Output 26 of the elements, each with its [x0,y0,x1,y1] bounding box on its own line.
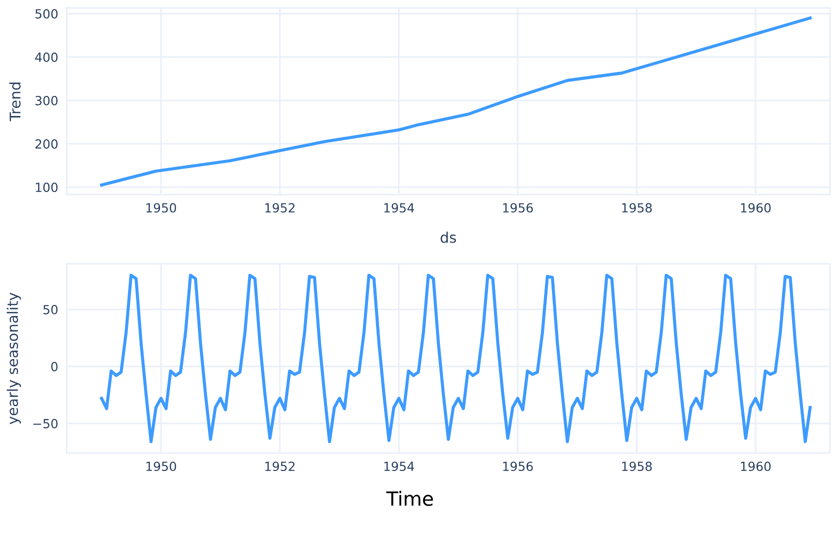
x-tick-label: 1958 [622,203,652,213]
x-tick-label: 1958 [622,462,652,472]
line-series [100,16,812,187]
x-tick-label: 1954 [384,462,414,472]
y-tick-label: 300 [35,96,58,106]
y-tick-label: 50 [43,304,58,314]
x-tick-label: 1956 [503,462,533,472]
y-tick-label: 400 [35,52,58,62]
x-tick-label: 1950 [146,462,176,472]
y-axis-title: yearly seasonality [6,292,21,424]
x-tick-label: 1950 [146,203,176,213]
line-series [100,274,812,444]
y-tick-label: 500 [35,9,58,19]
x-tick-label: 1960 [741,203,771,213]
x-tick-label: 1956 [503,203,533,213]
x-tick-label: 1960 [741,462,771,472]
y-tick-label: 0 [51,362,58,372]
y-axis-title: Trend [9,82,21,122]
x-tick-label: 1952 [265,462,294,472]
x-tick-label: 1954 [384,203,414,213]
x-tick-label: 1952 [265,203,294,213]
y-tick-label: 100 [36,182,58,192]
y-tick-label: 200 [35,139,58,149]
x-axis-title: ds [440,232,456,243]
text: Time [386,490,433,506]
y-tick-label: −50 [33,418,58,428]
